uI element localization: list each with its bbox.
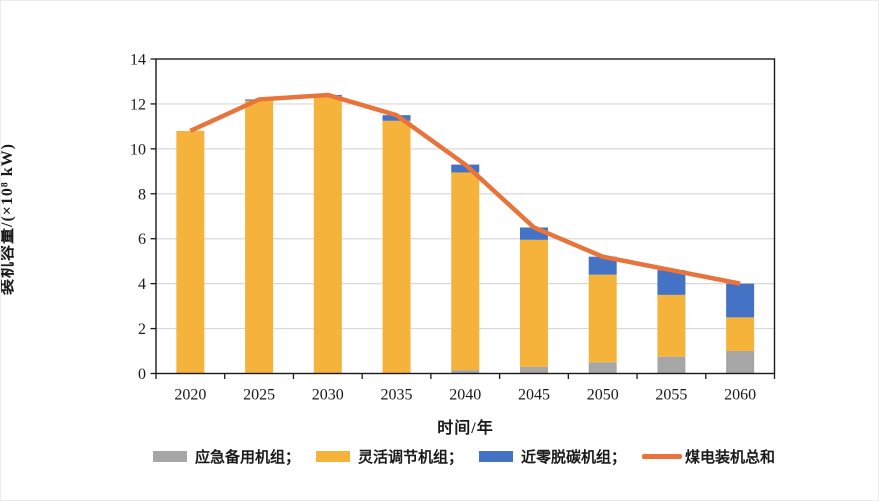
- y-tick-label: 10: [130, 141, 146, 158]
- x-tick-label: 2035: [381, 387, 413, 404]
- legend-item-coal-total: 煤电装机总和: [642, 446, 775, 467]
- x-tick-label: 2030: [312, 387, 344, 404]
- legend-item-flexible-units: 灵活调节机组；: [316, 446, 463, 467]
- x-tick-label: 2055: [655, 387, 687, 404]
- x-tick-label: 2040: [449, 387, 481, 404]
- bar-segment: [451, 172, 480, 371]
- bar-segment: [657, 294, 686, 357]
- bar-segment: [588, 274, 617, 363]
- plot-border: [155, 58, 776, 375]
- y-tick-label: 8: [138, 186, 146, 203]
- y-tick-label: 12: [130, 96, 146, 113]
- plot-area: 0 2 4 6 8 10 12 14 2020 2025 2030 2035 2040 2045 2050 2…: [130, 52, 776, 404]
- bar-segment: [451, 370, 480, 374]
- bar-segment: [588, 362, 617, 374]
- x-tick-label: 2060: [724, 387, 756, 404]
- bar-segment: [176, 130, 205, 374]
- x-tick-label: 2050: [587, 387, 619, 404]
- y-tick-label: 4: [138, 276, 146, 293]
- x-axis-title: 时间/年: [437, 420, 494, 437]
- bar-segment: [313, 97, 342, 374]
- y-axis-title: 装机容量/(×10⁸ kW): [0, 143, 16, 295]
- bar-segment: [657, 356, 686, 374]
- total-line: [189, 92, 741, 286]
- x-tick-label: 2025: [243, 387, 275, 404]
- legend-item-emergency-backup: 应急备用机组；: [153, 446, 300, 467]
- bar-segment: [519, 366, 548, 374]
- x-tick-label: 2045: [518, 387, 550, 404]
- bar-segment: [726, 317, 755, 352]
- bar-segment: [519, 239, 548, 367]
- bar-segment: [245, 100, 274, 374]
- y-tick-label: 2: [138, 321, 146, 338]
- y-tick-label: 14: [130, 52, 146, 69]
- legend-label-emergency-backup: 应急备用机组；: [195, 450, 301, 466]
- x-tick-label: 2020: [174, 387, 206, 404]
- legend: 应急备用机组； 灵活调节机组； 近零脱碳机组； 煤电装机总和: [153, 446, 775, 467]
- y-tick-label: 0: [138, 366, 146, 383]
- legend-label-coal-total: 煤电装机总和: [685, 450, 776, 466]
- legend-label-flexible-units: 灵活调节机组；: [358, 450, 464, 466]
- blue-bar-swatch: [479, 451, 514, 462]
- bar-segment: [588, 256, 617, 275]
- bar-segment: [382, 120, 411, 374]
- y-tick-label: 6: [138, 231, 146, 248]
- legend-label-near-zero-units: 近零脱碳机组；: [521, 450, 627, 466]
- gray-bar-swatch: [153, 451, 187, 462]
- legend-item-near-zero-units: 近零脱碳机组；: [479, 446, 626, 467]
- total-line-swatch: [642, 454, 683, 459]
- yellow-bar-swatch: [316, 451, 351, 462]
- bar-segment: [451, 164, 480, 173]
- bar-segment: [382, 115, 411, 121]
- bar-segment: [726, 351, 755, 374]
- bar-segment: [726, 283, 755, 318]
